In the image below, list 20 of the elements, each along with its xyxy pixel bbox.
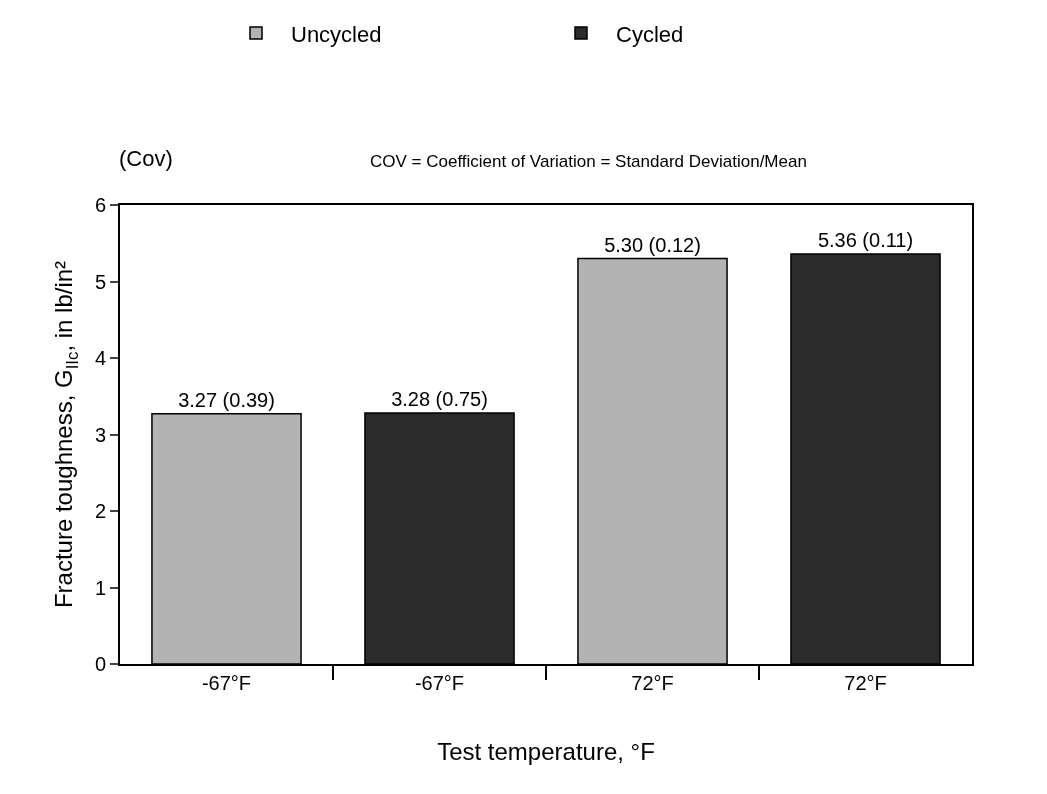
y-tick-label: 3 <box>94 423 106 446</box>
y-tick-label: 0 <box>94 653 106 675</box>
x-tick-label: 72°F <box>631 672 674 694</box>
text: (Cov) <box>119 146 173 171</box>
data-label: 5.30 (0.12) <box>604 233 701 256</box>
legend-label: Uncycled <box>291 21 382 47</box>
x-tick-label: -67°F <box>414 672 465 694</box>
y-tick-label: 1 <box>94 576 106 599</box>
data-label: 5.36 (0.11) <box>817 228 914 251</box>
y-tick-label: 5 <box>94 270 106 293</box>
x-tick-label: 72°F <box>844 672 887 694</box>
legend-label: Cycled <box>616 21 684 47</box>
x-tick-label: -67°F <box>201 672 252 694</box>
y-tick-label: 2 <box>94 500 106 522</box>
text: COV = Coefficient of Variation = Standard Deviation/Mean <box>370 152 807 171</box>
y-tick-label: 4 <box>94 347 106 369</box>
data-label: 3.28 (0.75) <box>391 388 488 411</box>
data-label: 3.27 (0.39) <box>178 388 275 411</box>
x-axis-title: Test temperature, °F <box>437 737 655 765</box>
y-tick-label: 6 <box>94 194 106 216</box>
